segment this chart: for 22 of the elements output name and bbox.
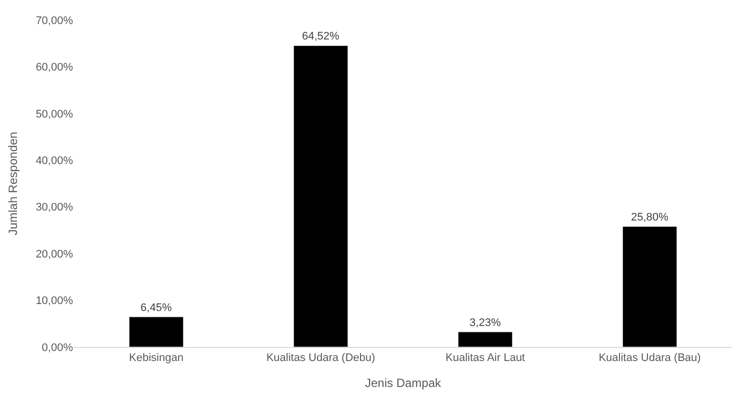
x-tick-label: Kualitas Udara (Debu) [266,352,376,364]
data-label: 3,23% [470,316,501,329]
bar [622,226,678,347]
bar [458,332,513,347]
data-label: 64,52% [302,30,340,43]
bar [293,45,348,347]
data-label: 25,80% [630,211,669,224]
y-tick-label: 10,00% [36,295,74,308]
y-tick-label: 40,00% [36,154,74,167]
y-tick-label: 30,00% [36,202,74,214]
bar [128,316,184,347]
x-tick-label: Kualitas Udara (Bau) [598,352,701,364]
y-tick-label: 50,00% [36,108,74,120]
y-tick-label: 0,00% [42,342,74,354]
y-tick-label: 20,00% [36,248,74,260]
x-axis-title: Jenis Dampak [364,376,442,390]
x-tick-label: Kualitas Air Laut [446,352,525,364]
x-tick-label: Kebisingan [129,352,184,364]
y-axis-title: Jumlah Responden [6,132,20,236]
data-label: 6,45% [140,302,172,314]
y-tick-label: 70,00% [36,14,74,27]
y-tick-label: 60,00% [36,62,74,74]
